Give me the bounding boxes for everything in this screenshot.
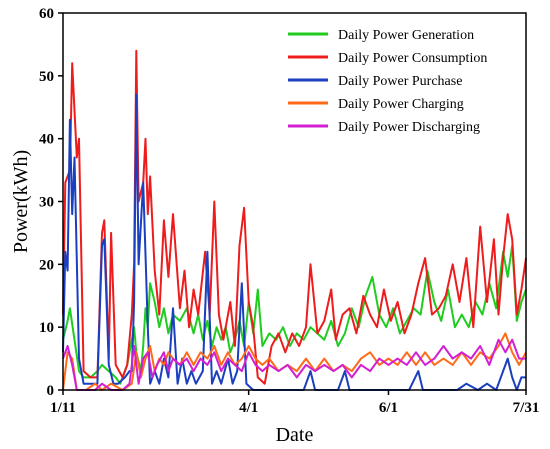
x-axis-label: Date xyxy=(276,424,314,446)
x-tick-label: 4/1 xyxy=(239,400,258,416)
y-axis-label: Power(kWh) xyxy=(10,150,32,253)
legend-label: Daily Power Consumption xyxy=(338,51,487,66)
y-tick-label: 60 xyxy=(39,6,54,22)
x-axis: 1/11 4/1 6/1 7/31 xyxy=(50,390,539,416)
x-tick-label: 7/31 xyxy=(513,400,540,416)
series-line-2 xyxy=(62,49,527,385)
x-tick-label: 1/11 xyxy=(50,400,76,416)
series-line-3 xyxy=(62,93,526,391)
y-tick-label: 20 xyxy=(39,257,54,273)
y-tick-label: 10 xyxy=(39,320,54,336)
series-line-5 xyxy=(62,338,526,391)
legend-label: Daily Power Purchase xyxy=(338,74,462,89)
x-tick-label: 6/1 xyxy=(379,400,398,416)
series-layer xyxy=(62,49,527,391)
series-line-4 xyxy=(62,332,527,391)
y-axis: 0 10 20 30 40 50 60 xyxy=(39,6,63,399)
legend-label: Daily Power Discharging xyxy=(338,120,480,135)
y-tick-label: 40 xyxy=(39,132,54,148)
legend-label: Daily Power Generation xyxy=(338,28,474,43)
y-tick-label: 50 xyxy=(39,69,54,85)
y-tick-label: 30 xyxy=(39,195,54,211)
y-tick-label: 0 xyxy=(47,383,55,399)
legend-label: Daily Power Charging xyxy=(338,97,464,112)
legend: Daily Power Generation Daily Power Consum… xyxy=(288,28,487,135)
